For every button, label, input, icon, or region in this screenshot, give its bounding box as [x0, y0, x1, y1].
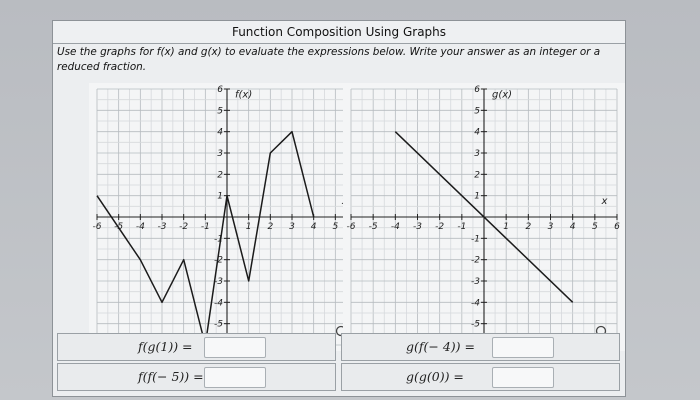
question-cell: g(f(− 4)) =: [341, 333, 620, 361]
x-tick-label: -4: [391, 222, 400, 232]
x-tick-label: 3: [548, 222, 554, 232]
x-tick-label: -2: [179, 222, 188, 232]
function-label: g(x): [492, 90, 512, 101]
y-tick-label: 2: [217, 170, 223, 180]
page-title: Function Composition Using Graphs: [53, 21, 625, 44]
y-tick-label: 6: [217, 85, 223, 95]
y-tick-label: 4: [474, 128, 480, 138]
y-tick-label: -3: [471, 277, 480, 287]
x-tick-label: -6: [93, 222, 102, 232]
x-tick-label: 6: [614, 222, 620, 232]
function-curve: [394, 131, 574, 303]
function-label: f(x): [235, 90, 252, 101]
question-cell: g(g(0)) =: [341, 363, 620, 391]
y-tick-label: 4: [217, 128, 223, 138]
y-tick-label: 3: [217, 149, 223, 159]
x-tick-label: -2: [435, 222, 444, 232]
y-tick-label: 3: [474, 149, 480, 159]
expression-label: g(f(− 4)) =: [406, 339, 475, 354]
question-cell: f(g(1)) =: [57, 333, 336, 361]
expression-label: f(g(1)) =: [138, 339, 193, 354]
x-tick-label: -3: [413, 222, 422, 232]
function-curve: [96, 130, 315, 346]
y-tick-label: -2: [214, 256, 223, 266]
question-cell: f(f(− 5)) =: [57, 363, 336, 391]
y-tick-label: -3: [214, 277, 223, 287]
y-tick-label: 5: [217, 106, 223, 116]
x-tick-label: 1: [246, 222, 252, 232]
x-tick-label: -4: [136, 222, 145, 232]
graph-f: -6-5-4-3-2-1123456654321-1-2-3-4-5-6f(x)…: [89, 83, 365, 351]
x-tick-label: -5: [369, 222, 378, 232]
x-tick-label: 5: [592, 222, 598, 232]
x-tick-label: 4: [311, 222, 317, 232]
y-tick-label: -4: [214, 298, 223, 308]
x-tick-label: 2: [525, 222, 531, 232]
y-tick-label: 2: [474, 170, 480, 180]
x-tick-label: -1: [201, 222, 210, 232]
x-tick-label: 1: [503, 222, 509, 232]
y-tick-label: -1: [471, 234, 480, 244]
x-tick-label: -6: [347, 222, 356, 232]
y-tick-label: 1: [474, 192, 480, 202]
x-tick-label: 2: [267, 222, 273, 232]
question-row: f(g(1)) = g(f(− 4)) =: [57, 333, 621, 361]
instructions-text: Use the graphs for f(x) and g(x) to eval…: [57, 46, 601, 73]
expression-label: f(f(− 5)) =: [138, 369, 204, 384]
x-axis-label: x: [600, 196, 607, 207]
expression-label: g(g(0)) =: [406, 369, 464, 384]
answer-input[interactable]: [492, 337, 554, 358]
answer-input[interactable]: [204, 367, 266, 388]
y-tick-label: 1: [217, 192, 223, 202]
x-tick-label: 3: [289, 222, 295, 232]
answer-input[interactable]: [204, 337, 266, 358]
x-tick-label: -1: [457, 222, 466, 232]
y-tick-label: -1: [214, 234, 223, 244]
y-tick-label: -4: [471, 298, 480, 308]
y-tick-label: 6: [474, 85, 480, 95]
y-tick-label: -5: [471, 320, 480, 330]
answer-input[interactable]: [492, 367, 554, 388]
y-tick-label: -2: [471, 256, 480, 266]
y-tick-label: 5: [474, 106, 480, 116]
x-tick-label: 5: [332, 222, 338, 232]
y-tick-label: -5: [214, 320, 223, 330]
question-row: f(f(− 5)) = g(g(0)) =: [57, 363, 621, 391]
x-tick-label: -3: [158, 222, 167, 232]
x-tick-label: 4: [570, 222, 576, 232]
worksheet: Function Composition Using Graphs Use th…: [52, 20, 626, 397]
graph-g: -6-5-4-3-2-1123456654321-1-2-3-4-5-6g(x)…: [343, 83, 625, 351]
